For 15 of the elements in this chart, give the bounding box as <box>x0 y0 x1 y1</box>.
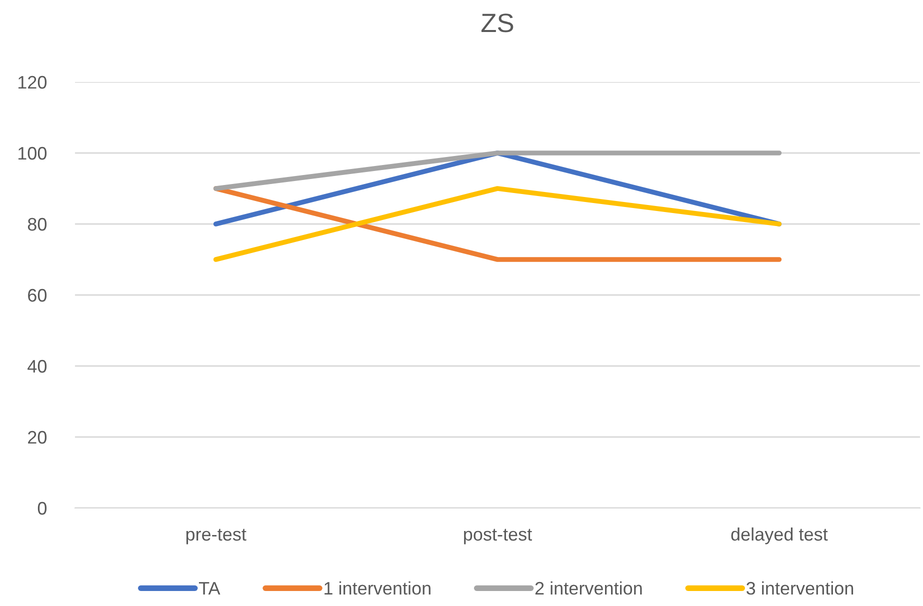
legend-label: 1 intervention <box>324 581 430 595</box>
chart-title: ZS <box>481 14 514 32</box>
y-tick-label: 120 <box>18 76 47 89</box>
legend-label: 2 intervention <box>535 581 642 595</box>
y-tick-label: 80 <box>28 218 47 231</box>
x-tick-label: post-test <box>464 528 532 544</box>
legend-label: 3 intervention <box>746 581 854 595</box>
legend-label: TA <box>198 582 220 595</box>
y-tick-label: 40 <box>28 360 47 373</box>
y-tick-label: 0 <box>38 502 47 515</box>
x-tick-label: pre-test <box>186 528 246 544</box>
x-tick-label: delayed test <box>731 527 828 544</box>
y-tick-label: 20 <box>28 430 47 444</box>
y-tick-label: 60 <box>28 288 47 302</box>
y-tick-label: 100 <box>18 146 47 160</box>
